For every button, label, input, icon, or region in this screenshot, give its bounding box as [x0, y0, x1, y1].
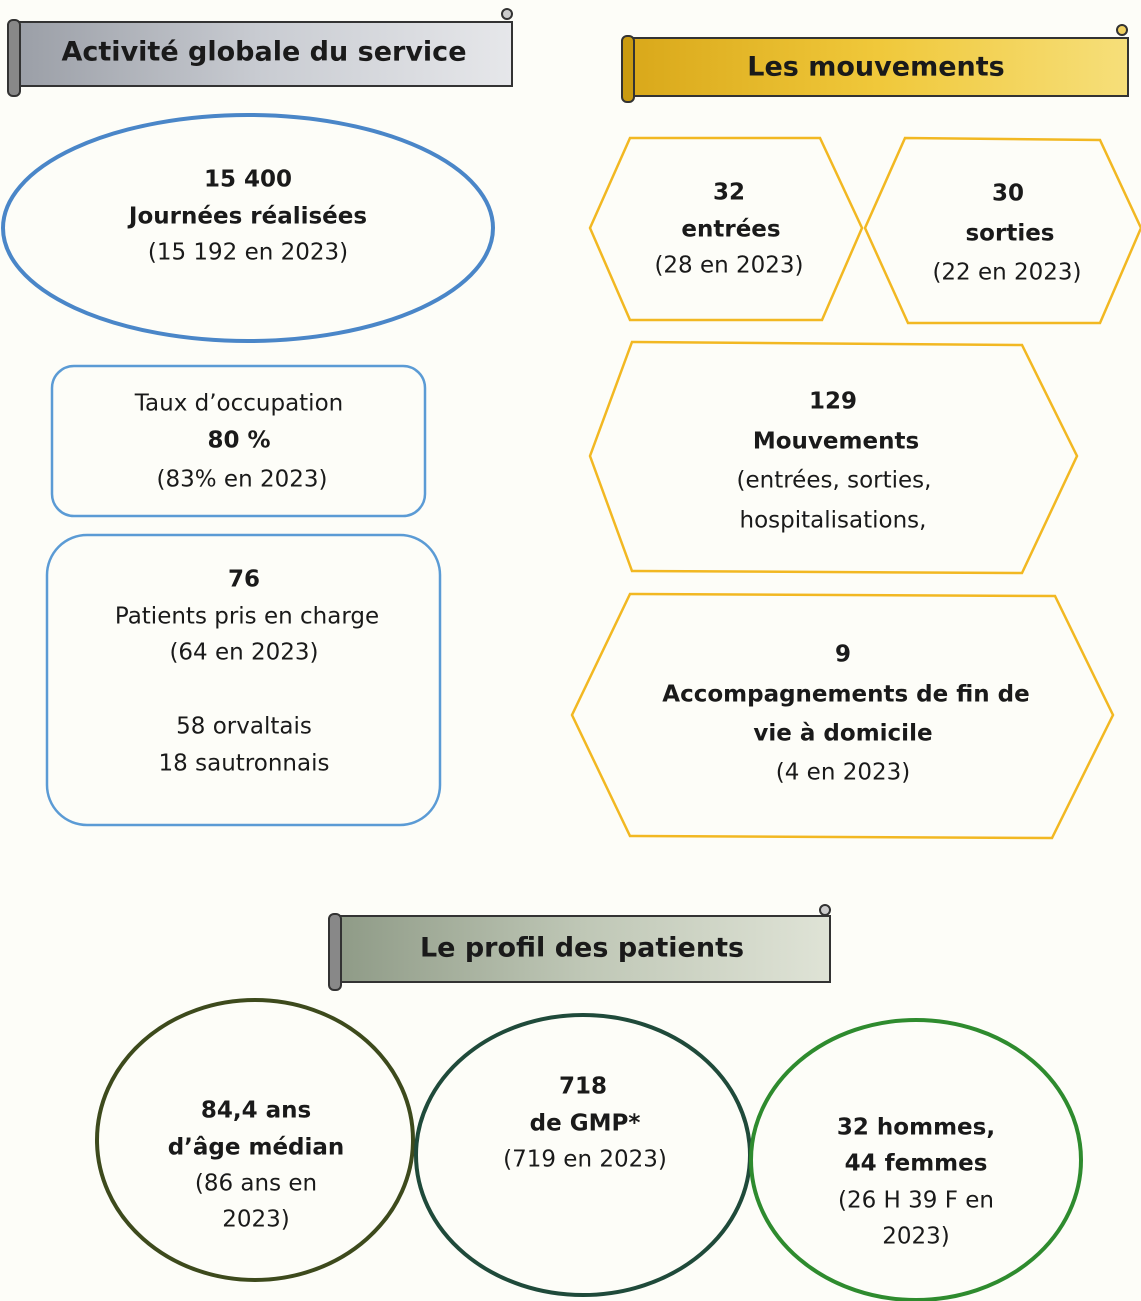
line: 84,4 ans [201, 1098, 311, 1124]
line: Accompagnements de fin de [662, 682, 1029, 708]
label: Mouvements [753, 429, 919, 455]
label: Patients pris en charge [115, 604, 379, 630]
value: 32 [713, 180, 745, 206]
note: (4 en 2023) [776, 760, 910, 786]
line: 58 orvaltais [176, 714, 312, 740]
note: (15 192 en 2023) [148, 240, 348, 266]
label: Taux d’occupation [134, 391, 343, 417]
note: (64 en 2023) [169, 640, 318, 666]
note: 2023) [222, 1207, 290, 1233]
value: 80 % [207, 428, 270, 454]
label: de GMP* [530, 1111, 641, 1137]
note: (83% en 2023) [157, 467, 328, 493]
note: (26 H 39 F en [838, 1188, 994, 1214]
label: Journées réalisées [127, 204, 367, 230]
hexagon [863, 136, 1141, 325]
box [50, 364, 427, 518]
box [45, 533, 442, 827]
value: 129 [809, 389, 857, 415]
line: 32 hommes, [837, 1115, 995, 1141]
hexagon [588, 340, 1079, 575]
label: entrées [681, 217, 780, 243]
value: 76 [228, 567, 260, 593]
section-title: Les mouvements [747, 52, 1004, 83]
section-title: Activité globale du service [62, 37, 467, 68]
line: 44 femmes [845, 1151, 988, 1177]
line: hospitalisations, [740, 508, 927, 534]
circle [95, 998, 415, 1282]
hexagon [570, 592, 1115, 840]
note: 2023) [882, 1224, 950, 1250]
value: 15 400 [204, 167, 292, 193]
circle [749, 1018, 1083, 1301]
banner: Activité globale du service [7, 8, 513, 97]
line: (entrées, sorties, [737, 468, 932, 494]
ellipse [1, 113, 495, 343]
section-title: Le profil des patients [420, 933, 744, 964]
note: (719 en 2023) [503, 1147, 667, 1173]
value: 718 [559, 1074, 607, 1100]
value: 30 [992, 181, 1024, 207]
hexagon [588, 136, 864, 322]
line: 18 sautronnais [159, 751, 330, 777]
note: (28 en 2023) [654, 253, 803, 279]
note: (22 en 2023) [932, 260, 1081, 286]
banner: Les mouvements [621, 24, 1129, 103]
value: 9 [835, 642, 851, 668]
line: d’âge médian [168, 1135, 345, 1161]
label: sorties [965, 221, 1054, 247]
banner: Le profil des patients [328, 904, 831, 991]
note: (86 ans en [195, 1171, 317, 1197]
line: vie à domicile [753, 721, 932, 747]
